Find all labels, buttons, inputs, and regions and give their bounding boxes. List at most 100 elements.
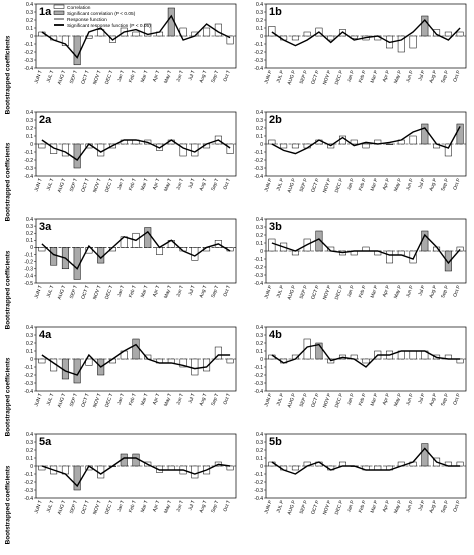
x-tick-label: OCT T xyxy=(80,70,91,85)
x-tick-label: May T xyxy=(163,285,173,300)
y-tick-label: -0.4 xyxy=(24,66,33,72)
x-tick-label: Jun T xyxy=(175,500,185,513)
x-tick-label: May P xyxy=(393,178,403,193)
y-tick-label: 0.2 xyxy=(26,448,33,454)
x-tick-label: Mar T xyxy=(140,500,150,514)
x-tick-label: Jun T xyxy=(175,285,185,298)
bar xyxy=(132,338,140,360)
y-tick-label: -0.4 xyxy=(254,174,263,180)
panel-label: 4a xyxy=(39,329,52,341)
x-tick-label: Jan P xyxy=(346,178,356,192)
y-tick-label: 0.4 xyxy=(26,110,33,116)
x-tick-label: JUN T xyxy=(34,178,44,193)
x-tick-label: NOV P xyxy=(322,70,333,86)
x-tick-label: Jan P xyxy=(346,285,356,299)
x-tick-label: Aug P xyxy=(428,500,438,514)
response-line xyxy=(41,14,231,59)
bar xyxy=(73,35,81,66)
x-tick-label: DEC P xyxy=(334,178,345,194)
bar xyxy=(156,247,164,255)
bar xyxy=(226,143,234,154)
x-tick-label: Jul T xyxy=(188,393,197,405)
panel-label: 1b xyxy=(269,6,282,18)
response-line xyxy=(41,230,231,270)
x-tick-label: NOV P xyxy=(322,178,333,194)
x-tick-label: Apr P xyxy=(382,393,392,406)
x-tick-label: Mar P xyxy=(370,178,380,192)
y-tick-label: 0.1 xyxy=(26,349,33,355)
bar xyxy=(456,31,464,37)
x-tick-label: JUL P xyxy=(275,178,285,192)
y-tick-label: 0.1 xyxy=(256,456,263,462)
y-tick-label: 0 xyxy=(30,464,33,470)
x-tick-label: NOV P xyxy=(322,393,333,409)
panel-label: 5b xyxy=(269,436,282,448)
x-tick-label: Mar P xyxy=(370,393,380,407)
x-tick-label: Sep T xyxy=(210,178,220,192)
x-tick-label: Sep T xyxy=(210,393,220,407)
x-tick-label: Feb P xyxy=(358,178,368,192)
bar xyxy=(179,143,187,157)
y-tick-label: -0.3 xyxy=(24,166,33,172)
x-tick-label: Aug T xyxy=(198,393,208,407)
y-tick-label: 0 xyxy=(260,249,263,255)
bar xyxy=(61,143,69,157)
y-tick-label: -0.3 xyxy=(24,58,33,64)
y-tick-label: 0.4 xyxy=(256,217,263,223)
x-tick-label: Jun P xyxy=(405,285,415,299)
y-tick-label: -0.1 xyxy=(24,42,33,48)
bar xyxy=(291,465,299,471)
x-tick-label: DEC P xyxy=(334,70,345,86)
y-tick-label: -0.4 xyxy=(254,281,263,287)
y-tick-label: -0.2 xyxy=(254,50,263,56)
y-tick-label: 0 xyxy=(30,34,33,40)
y-tick-label: -0.4 xyxy=(24,174,33,180)
legend-swatch xyxy=(53,10,65,15)
x-tick-label: Jul P xyxy=(417,393,426,405)
x-tick-label: JUN T xyxy=(34,70,44,85)
bar xyxy=(268,139,276,145)
x-tick-label: Mar T xyxy=(140,285,150,299)
y-tick-label: 0.4 xyxy=(256,110,263,116)
x-tick-label: Jun T xyxy=(175,70,185,83)
y-tick-label: -0.1 xyxy=(254,150,263,156)
bar xyxy=(362,143,370,149)
x-tick-label: DEC P xyxy=(334,500,345,516)
x-tick-label: Sep T xyxy=(210,500,220,514)
response-line xyxy=(271,447,461,475)
bar xyxy=(433,29,441,37)
bar xyxy=(444,31,452,37)
bar xyxy=(397,35,405,53)
y-tick-label: -0.3 xyxy=(254,488,263,494)
x-tick-label: NOV P xyxy=(322,285,333,301)
x-tick-label: Feb T xyxy=(128,500,138,514)
y-tick-label: -0.1 xyxy=(24,472,33,478)
y-axis-label-row-1: Bootstrapped coefficients xyxy=(4,35,12,115)
x-tick-label: Jan P xyxy=(346,500,356,514)
x-tick-label: AUG T xyxy=(57,178,68,194)
bar xyxy=(50,247,58,266)
x-tick-label: SEP T xyxy=(69,500,79,515)
y-tick-label: 0.3 xyxy=(256,225,263,231)
y-tick-label: -0.1 xyxy=(254,42,263,48)
x-tick-label: AUG T xyxy=(57,285,68,301)
x-tick-label: SEP T xyxy=(69,285,79,300)
panel-label: 4b xyxy=(269,329,282,341)
x-tick-label: Jan T xyxy=(116,393,126,406)
bar xyxy=(409,35,417,49)
y-tick-label: 0.1 xyxy=(256,26,263,32)
y-tick-label: 0.2 xyxy=(256,18,263,24)
x-tick-label: Oct T xyxy=(222,178,232,191)
x-tick-label: Jan P xyxy=(346,70,356,84)
y-tick-label: 0.1 xyxy=(26,456,33,462)
y-tick-label: -0.1 xyxy=(24,150,33,156)
x-tick-label: Aug P xyxy=(428,285,438,299)
panel-label: 3a xyxy=(39,221,52,233)
x-tick-label: Sep P xyxy=(440,285,450,299)
x-tick-label: Jan P xyxy=(346,393,356,407)
x-tick-label: AUG P xyxy=(287,393,298,409)
x-tick-label: Mar T xyxy=(140,70,150,84)
